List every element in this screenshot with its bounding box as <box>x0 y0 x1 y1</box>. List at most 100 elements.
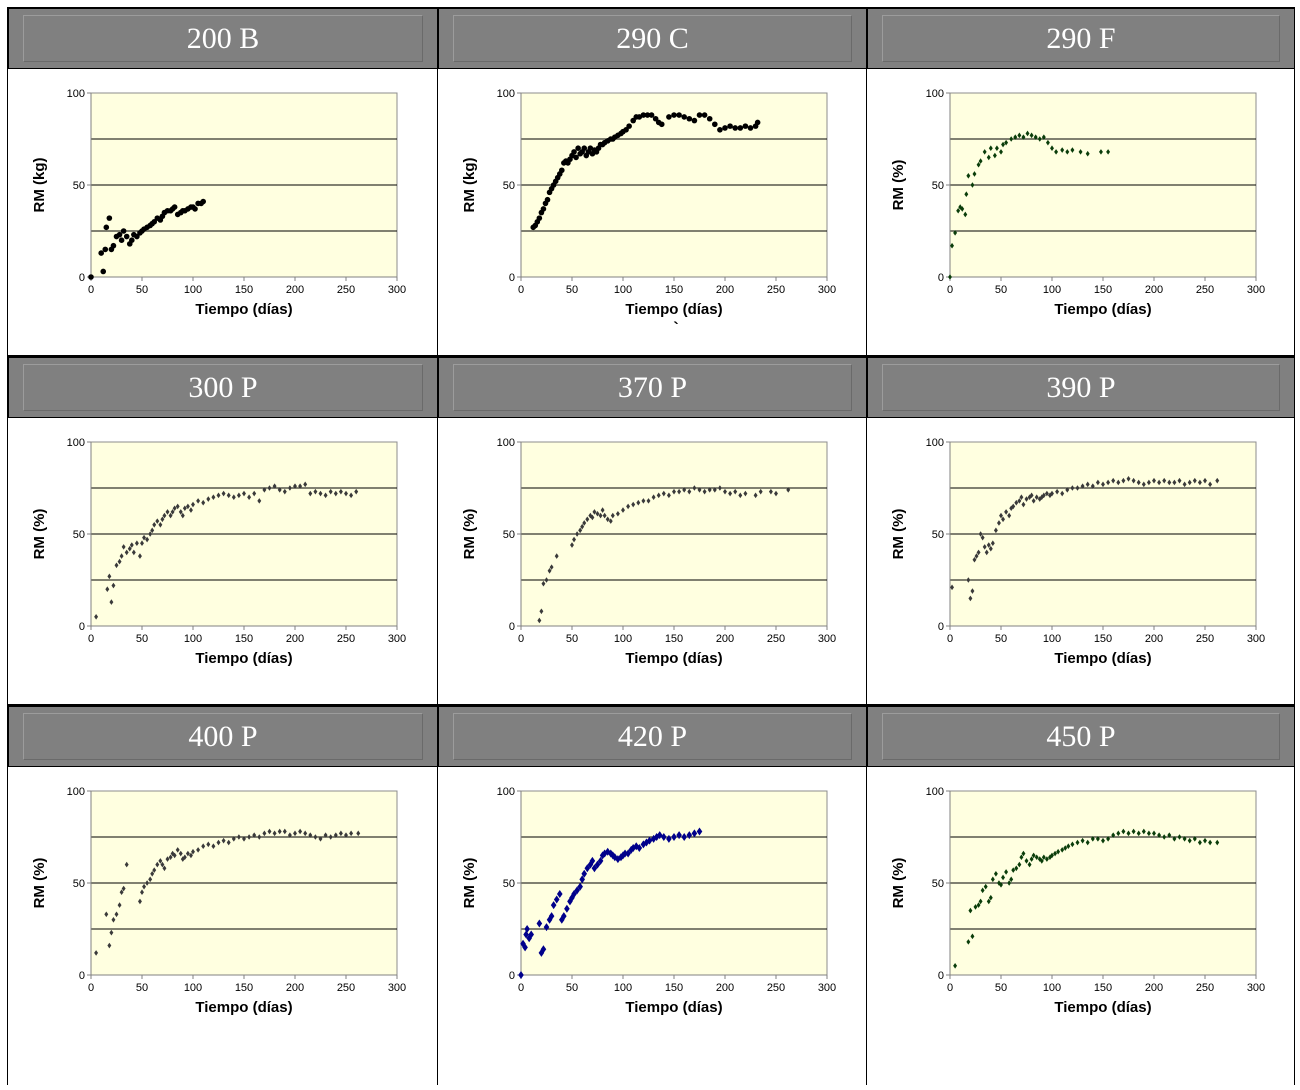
data-point <box>111 582 116 589</box>
data-point <box>191 848 195 855</box>
data-point <box>582 520 587 526</box>
data-point <box>536 215 543 221</box>
data-point <box>178 509 183 515</box>
data-point <box>102 246 109 253</box>
data-point <box>140 889 144 895</box>
data-point <box>1050 852 1054 859</box>
data-series <box>88 198 206 280</box>
data-point <box>536 919 543 928</box>
data-point <box>129 542 134 548</box>
data-point <box>681 833 687 841</box>
x-tick-label: 250 <box>337 982 355 994</box>
data-point <box>1101 481 1105 488</box>
data-point <box>774 490 778 497</box>
data-point <box>1017 861 1022 868</box>
data-point <box>541 580 546 587</box>
x-tick-label: 150 <box>235 982 253 994</box>
y-axis-label: RM (kg) <box>31 158 48 213</box>
data-point <box>728 490 733 497</box>
y-axis-label: RM (%) <box>890 509 907 560</box>
x-tick-label: 200 <box>1145 633 1163 645</box>
chart-cell: 0 50 100 0 50 100 150 200 250 300 Tiempo (días) RM … <box>866 69 1295 356</box>
data-point <box>1203 477 1207 484</box>
data-point <box>88 274 94 280</box>
data-point <box>150 527 155 534</box>
header-frame <box>453 15 852 62</box>
x-tick-label: 150 <box>665 633 683 645</box>
chart-header: 370 P <box>437 356 867 418</box>
x-tick-label: 0 <box>88 633 94 645</box>
x-axis-label: Tiempo (días) <box>625 301 722 318</box>
data-point <box>267 485 272 491</box>
x-tick-label: 50 <box>995 284 1007 296</box>
data-point <box>162 512 167 519</box>
data-point <box>588 512 593 519</box>
data-point <box>1215 477 1220 484</box>
data-point <box>1031 498 1036 504</box>
data-point <box>160 516 165 523</box>
y-tick-label: 0 <box>79 621 85 633</box>
data-point <box>344 832 348 838</box>
data-point <box>277 828 282 835</box>
y-tick-label: 50 <box>932 878 944 890</box>
y-tick-label: 100 <box>497 88 515 100</box>
data-point <box>145 536 150 543</box>
data-point <box>999 512 1003 519</box>
x-tick-label: 200 <box>716 982 734 994</box>
data-point <box>200 198 206 205</box>
x-tick-label: 150 <box>1094 633 1112 645</box>
data-point <box>1075 485 1080 491</box>
data-point <box>158 858 163 864</box>
x-tick-label: 200 <box>1145 284 1163 296</box>
x-axis-label: Tiempo (días) <box>625 999 722 1016</box>
x-tick-label: 150 <box>665 284 683 296</box>
data-point <box>986 898 991 905</box>
data-point <box>1037 856 1042 862</box>
scatter-chart: 0 50 100 0 50 100 150 200 250 300 Tiempo (días) RM … <box>31 437 406 667</box>
data-point <box>644 112 651 118</box>
data-point <box>152 522 157 528</box>
data-point <box>206 841 211 848</box>
data-point <box>712 121 718 128</box>
data-point <box>1063 845 1068 851</box>
data-point <box>94 950 99 956</box>
data-point <box>1078 149 1083 155</box>
data-point <box>1167 832 1172 838</box>
data-point <box>110 242 117 249</box>
chart-header: 200 B <box>7 7 438 69</box>
y-axis-label: RM (%) <box>31 858 48 909</box>
data-point <box>948 274 952 280</box>
data-point <box>287 832 292 838</box>
x-tick-label: 200 <box>716 633 734 645</box>
data-point <box>109 929 114 936</box>
x-axis-label: Tiempo (días) <box>195 650 292 667</box>
data-point <box>338 830 343 837</box>
data-point <box>550 901 557 910</box>
data-point <box>124 861 129 868</box>
data-point <box>171 204 178 210</box>
data-point <box>640 840 647 849</box>
data-point <box>211 843 216 849</box>
data-point <box>180 512 185 519</box>
data-point <box>1050 145 1054 151</box>
scatter-chart: 0 50 100 0 50 100 150 200 250 300 Tiempo (días) RM … <box>890 437 1265 667</box>
data-point <box>1126 476 1131 482</box>
x-tick-label: 200 <box>716 284 734 296</box>
x-tick-label: 250 <box>767 982 785 994</box>
data-point <box>523 930 529 939</box>
data-point <box>160 861 165 868</box>
data-point <box>318 490 323 497</box>
data-point <box>702 488 707 495</box>
y-tick-label: 50 <box>73 878 85 890</box>
data-point <box>138 553 142 559</box>
data-point <box>1203 837 1207 844</box>
data-point <box>1152 830 1156 837</box>
data-point <box>138 898 142 905</box>
data-point <box>349 830 354 837</box>
data-point <box>960 206 965 212</box>
data-point <box>648 112 655 118</box>
data-point <box>628 845 634 854</box>
scatter-chart: 0 50 100 0 50 100 150 200 250 300 Tiempo (días) RM … <box>31 88 406 318</box>
data-point <box>1126 830 1131 837</box>
data-point <box>573 154 579 161</box>
